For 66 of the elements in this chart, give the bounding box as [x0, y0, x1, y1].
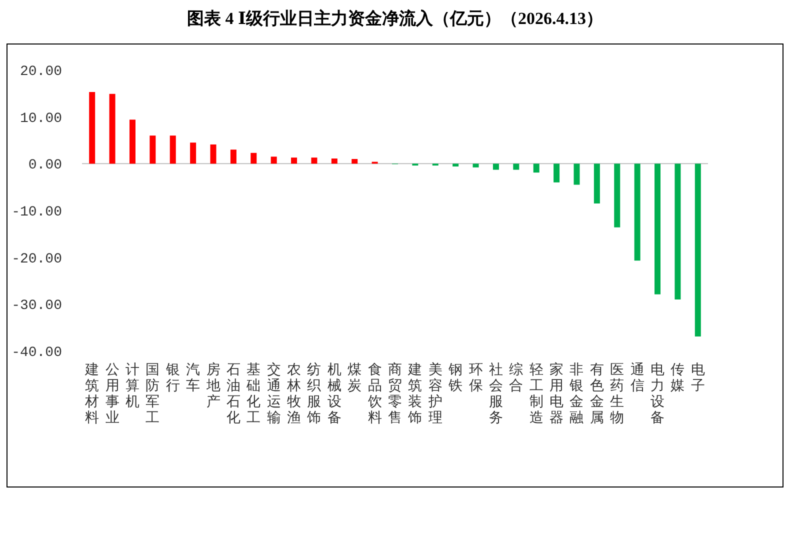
bar [634, 164, 640, 261]
y-tick-label: 0.00 [28, 158, 62, 174]
y-tick-label: 20.00 [20, 64, 62, 80]
bar [230, 150, 236, 164]
bar [654, 164, 661, 294]
x-tick-label: 非银金融 [568, 362, 584, 426]
bar [190, 142, 196, 164]
bar [513, 164, 520, 170]
y-tick-label: -40.00 [12, 345, 62, 361]
x-tick-label: 美容护理 [427, 362, 442, 426]
bar [170, 136, 176, 164]
bar [574, 164, 580, 185]
bar [533, 164, 540, 173]
bar [472, 164, 479, 168]
bar [270, 156, 277, 164]
bar [694, 164, 701, 336]
x-tick-label: 基础化工 [246, 362, 261, 426]
x-tick-label: 石油石化 [226, 363, 240, 426]
x-tick-label: 计算机 [125, 362, 140, 410]
bar [352, 158, 358, 164]
x-tick-label: 综合 [509, 362, 524, 394]
x-tick-label: 公用事业 [105, 362, 120, 426]
bar [452, 164, 459, 166]
bar [89, 92, 96, 164]
x-tick-label: 银行 [164, 362, 180, 394]
bar [614, 164, 620, 228]
x-tick-label: 轻工制造 [529, 362, 544, 426]
x-tick-label: 农林牧渔 [286, 362, 302, 426]
x-tick-label: 建筑装饰 [407, 362, 422, 426]
y-tick-label: 10.00 [20, 110, 62, 127]
x-tick-label: 环保 [468, 363, 483, 394]
x-tick-label: 国防军工 [146, 363, 160, 426]
bar [250, 152, 257, 164]
x-tick-label: 家用电器 [550, 362, 564, 426]
x-tick-label: 有色金属 [590, 362, 604, 426]
bar [129, 120, 136, 164]
x-tick-label: 医药生物 [610, 363, 624, 426]
bar [291, 158, 298, 164]
chart-title: 图表 4 Ⅰ级行业日主力资金净流入（亿元）（2026.4.13） [187, 9, 603, 28]
x-tick-label: 钢铁 [448, 362, 463, 394]
bar [554, 164, 560, 182]
bar [331, 158, 338, 164]
x-tick-label: 建筑材料 [84, 362, 100, 426]
bar [210, 144, 216, 164]
bar [109, 94, 116, 164]
x-tick-label: 汽车 [186, 362, 200, 394]
bar [674, 164, 681, 300]
x-tick-label: 电力设备 [650, 362, 665, 426]
x-tick-label: 食品饮料 [366, 362, 382, 426]
x-tick-label: 煤炭 [348, 362, 362, 394]
y-tick-label: -10.00 [12, 204, 62, 220]
x-tick-label: 交通运输 [266, 362, 281, 426]
x-tick-label: 通信 [630, 362, 644, 394]
y-tick-label: -30.00 [12, 298, 62, 314]
x-tick-label: 纺织服饰 [306, 362, 322, 426]
x-tick-label: 电子 [690, 362, 705, 394]
x-tick-label: 传媒 [670, 362, 685, 394]
bar [492, 164, 499, 170]
bar [311, 158, 318, 164]
y-tick-label: -20.00 [12, 251, 62, 268]
x-tick-label: 社会服务 [488, 362, 503, 426]
x-tick-label: 商贸零售 [388, 362, 402, 426]
bar [150, 136, 156, 164]
bar [594, 164, 600, 204]
x-tick-label: 机械设备 [327, 362, 342, 426]
x-tick-label: 房地产 [205, 362, 220, 410]
